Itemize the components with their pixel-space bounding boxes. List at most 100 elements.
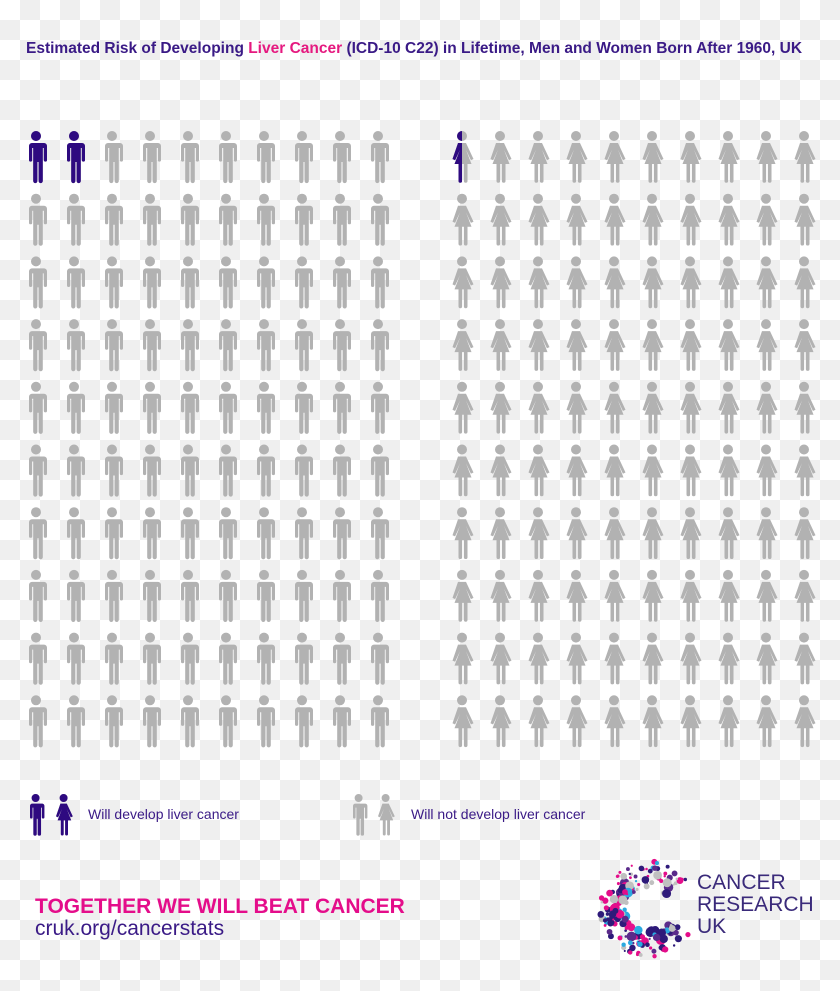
woman-icon [604, 569, 626, 622]
logo-text: CANCER RESEARCH UK [697, 871, 814, 938]
man-icon [294, 381, 313, 434]
woman-icon [718, 193, 740, 246]
cruk-logo-icon [597, 858, 691, 959]
woman-icon [718, 319, 740, 371]
man-icon [28, 632, 47, 685]
woman-icon [604, 193, 626, 246]
woman-icon [528, 632, 550, 685]
woman-icon [604, 131, 626, 183]
woman-icon [566, 569, 588, 622]
woman-icon [452, 319, 474, 371]
man-icon [256, 381, 275, 434]
man-icon [332, 319, 351, 372]
man-icon [256, 695, 275, 748]
woman-icon [718, 444, 740, 497]
man-icon [180, 381, 199, 434]
man-icon [66, 319, 85, 372]
woman-icon [756, 569, 778, 622]
man-icon [218, 193, 237, 246]
woman-icon [528, 256, 550, 309]
woman-icon [452, 695, 474, 748]
man-icon [218, 381, 237, 434]
woman-icon [718, 381, 740, 434]
man-icon [294, 193, 313, 246]
man-icon [28, 695, 47, 748]
woman-icon [528, 695, 550, 748]
man-icon [294, 131, 313, 184]
woman-icon [452, 256, 474, 309]
man-icon [28, 319, 47, 372]
woman-icon [794, 444, 816, 497]
woman-icon [642, 695, 664, 748]
woman-icon [566, 632, 588, 685]
man-icon [370, 444, 389, 497]
man-icon [370, 381, 389, 434]
woman-icon [718, 507, 740, 559]
man-icon [180, 193, 199, 246]
man-icon [370, 131, 389, 184]
woman-icon [794, 381, 816, 434]
woman-icon [528, 193, 550, 246]
woman-icon [642, 569, 664, 622]
man-icon [142, 381, 161, 434]
man-icon [218, 131, 237, 184]
man-icon [104, 507, 123, 560]
woman-icon [718, 569, 740, 622]
man-icon [104, 632, 123, 685]
woman-icon [490, 695, 512, 748]
man-icon [28, 256, 47, 309]
man-icon [28, 569, 47, 622]
woman-icon [566, 256, 588, 309]
woman-icon [56, 794, 73, 836]
man-icon [28, 444, 47, 497]
url-link[interactable]: cruk.org/cancerstats [35, 917, 225, 940]
man-icon [218, 319, 237, 372]
woman-icon [756, 695, 778, 748]
man-icon [218, 695, 237, 748]
woman-icon [718, 131, 740, 183]
woman-icon [566, 381, 588, 434]
man-icon [180, 569, 199, 622]
legend-not-develop-label: Will not develop liver cancer [411, 806, 586, 822]
man-icon [66, 131, 85, 184]
man-icon [256, 632, 275, 685]
man-icon [332, 381, 351, 434]
man-icon [66, 193, 85, 246]
man-icon [104, 444, 123, 497]
woman-icon [642, 319, 664, 371]
woman-icon [452, 193, 474, 246]
woman-icon [680, 569, 702, 622]
woman-icon [452, 569, 474, 622]
man-icon [29, 794, 45, 836]
man-icon [294, 444, 313, 497]
man-icon [332, 256, 351, 309]
man-icon [332, 695, 351, 748]
man-icon [370, 632, 389, 685]
man-icon [66, 444, 85, 497]
man-icon [294, 569, 313, 622]
woman-icon [604, 695, 626, 748]
woman-icon [680, 256, 702, 309]
man-icon [218, 569, 237, 622]
man-icon [218, 444, 237, 497]
woman-icon [490, 319, 512, 371]
woman-icon [642, 444, 664, 497]
woman-icon [604, 381, 626, 434]
woman-icon [642, 131, 664, 183]
man-icon [332, 507, 351, 560]
man-icon [142, 569, 161, 622]
woman-icon [528, 507, 550, 559]
woman-icon [794, 507, 816, 559]
woman-icon [490, 507, 512, 559]
woman-icon [794, 695, 816, 748]
woman-icon [604, 632, 626, 685]
man-icon [294, 256, 313, 309]
man-icon [180, 444, 199, 497]
woman-icon [718, 695, 740, 748]
woman-icon [528, 444, 550, 497]
woman-icon [680, 193, 702, 246]
man-icon [256, 444, 275, 497]
woman-icon [642, 193, 664, 246]
man-icon [180, 695, 199, 748]
man-icon [28, 131, 47, 184]
